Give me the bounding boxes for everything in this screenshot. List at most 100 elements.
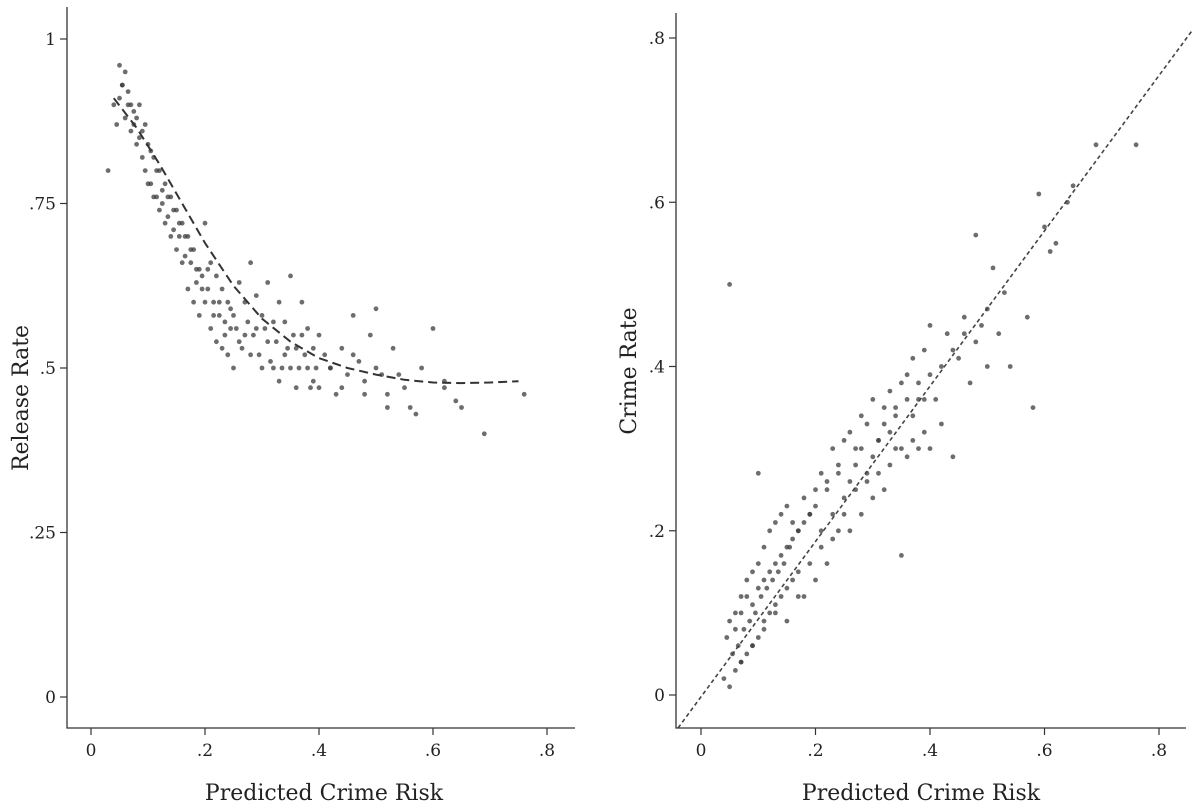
right-data-point — [956, 355, 961, 361]
right-data-point — [841, 438, 847, 443]
right-y-tick-label: 0 — [654, 686, 665, 706]
right-data-point — [744, 577, 750, 583]
left-data-point — [316, 332, 322, 338]
left-data-point — [407, 405, 413, 410]
right-x-tick-label: .2 — [807, 741, 823, 761]
right-data-point — [904, 454, 910, 460]
right-data-point — [758, 594, 764, 599]
left-data-point — [305, 365, 310, 371]
left-data-point — [219, 345, 225, 351]
left-data-point — [299, 332, 305, 338]
right-data-point — [801, 594, 807, 599]
left-data-point — [350, 313, 356, 318]
right-data-point — [750, 643, 755, 649]
left-data-point — [216, 299, 222, 305]
right-data-point — [893, 413, 898, 419]
left-data-point — [282, 352, 288, 358]
right-data-point — [778, 553, 784, 558]
right-data-point — [881, 421, 887, 427]
left-data-point — [390, 345, 396, 351]
left-data-point — [148, 181, 154, 187]
left-data-point — [194, 280, 199, 285]
left-data-point — [228, 326, 234, 331]
right-data-point — [870, 397, 876, 402]
right-data-point — [927, 323, 933, 328]
right-data-point — [744, 651, 750, 657]
right-data-point — [761, 618, 767, 624]
left-data-point — [305, 326, 310, 331]
left-data-point — [125, 89, 131, 94]
right-points-layer — [721, 142, 1139, 690]
right-data-point — [910, 438, 916, 443]
left-data-point — [385, 391, 390, 397]
left-data-point — [185, 234, 191, 239]
left-data-point — [219, 286, 225, 292]
right-data-point — [781, 561, 787, 566]
left-data-point — [356, 359, 362, 364]
right-x-tick-label: .4 — [922, 741, 938, 761]
left-data-point — [231, 313, 236, 318]
right-data-point — [858, 413, 864, 419]
left-data-point — [385, 405, 390, 410]
left-y-tick-label: .5 — [40, 359, 56, 379]
left-data-point — [231, 365, 236, 371]
left-data-point — [245, 319, 251, 325]
left-data-point — [328, 365, 333, 371]
right-data-point — [904, 397, 910, 402]
right-data-point — [1093, 142, 1099, 148]
left-data-point — [362, 391, 367, 397]
left-data-point — [117, 62, 122, 68]
right-y-axis-title: Crime Rate — [617, 307, 642, 434]
right-data-point — [950, 347, 956, 353]
left-data-point — [242, 332, 248, 338]
right-data-point — [1133, 142, 1139, 148]
left-data-point — [265, 280, 271, 285]
right-data-point — [858, 446, 864, 451]
right-data-point — [841, 495, 847, 501]
left-data-point — [350, 352, 356, 358]
left-axis-lines — [66, 7, 575, 729]
left-data-point — [248, 352, 254, 358]
right-axis-lines — [675, 13, 1186, 729]
left-data-point — [191, 247, 197, 253]
right-data-point — [927, 446, 933, 451]
right-data-point — [910, 413, 916, 419]
right-data-point — [755, 470, 761, 476]
left-data-point — [233, 326, 239, 331]
right-data-point — [764, 585, 770, 591]
left-data-point — [459, 405, 464, 410]
left-x-axis-title: Predicted Crime Risk — [205, 781, 444, 806]
left-data-point — [259, 365, 265, 371]
right-data-point — [961, 314, 967, 320]
right-data-point — [927, 372, 933, 378]
right-data-point — [876, 438, 881, 443]
left-data-point — [222, 332, 228, 338]
left-data-point — [216, 313, 222, 318]
left-data-point — [122, 69, 128, 75]
right-data-point — [813, 577, 818, 583]
right-data-point — [795, 594, 801, 599]
left-points-layer — [105, 62, 527, 437]
right-data-point — [996, 331, 1002, 337]
right-data-point — [738, 659, 744, 665]
left-data-point — [191, 299, 197, 305]
left-y-tick-label: 1 — [45, 30, 56, 50]
right-data-point — [727, 684, 732, 690]
right-data-point — [944, 331, 950, 337]
right-data-point — [1007, 364, 1013, 369]
right-data-point — [841, 511, 847, 517]
left-data-point — [259, 313, 265, 318]
left-data-point — [333, 391, 339, 397]
right-data-point — [893, 446, 898, 451]
right-data-point — [887, 462, 893, 468]
right-data-point — [733, 610, 738, 616]
left-data-point — [159, 201, 165, 206]
left-data-point — [256, 352, 262, 358]
left-data-point — [262, 326, 268, 331]
left-data-point — [137, 135, 142, 141]
left-data-point — [345, 372, 350, 377]
right-data-point — [761, 577, 767, 583]
right-data-point — [790, 520, 795, 525]
right-data-point — [830, 511, 836, 517]
left-data-point — [322, 352, 328, 358]
